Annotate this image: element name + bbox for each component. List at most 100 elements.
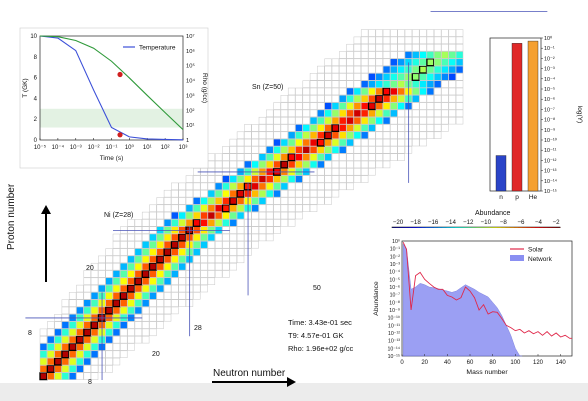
nuclide-cell	[61, 328, 70, 337]
nuclide-cell	[339, 95, 347, 103]
bar-y-tick-label: 10⁻⁴	[544, 77, 556, 83]
nuclide-cell	[273, 131, 281, 139]
colorbar-tick: −18	[410, 219, 421, 226]
nuclide-cell	[156, 284, 164, 293]
nuclide-cell	[236, 138, 245, 147]
nuclide-cell	[193, 197, 201, 205]
nuclide-cell	[382, 116, 391, 125]
nuclide-cell	[193, 262, 201, 271]
nuclide-cell	[214, 197, 223, 205]
nuclide-cell	[163, 204, 172, 212]
nuclide-cell	[200, 182, 208, 191]
nuclide-cell	[426, 109, 435, 118]
neutron-magic-label-20: 20	[152, 351, 160, 358]
nuclide-cell	[251, 241, 259, 249]
nuclide-cell	[83, 277, 91, 285]
nuclide-cell	[419, 95, 427, 103]
mass-x-tick-label: 120	[533, 360, 544, 366]
nuclide-cell	[346, 168, 354, 176]
nuclide-cell	[433, 58, 442, 66]
nuclide-cell	[360, 51, 369, 59]
nuclide-cell	[258, 189, 267, 198]
nuclide-cell	[317, 95, 325, 103]
nuclide-cell	[426, 131, 435, 139]
nuclide-cell	[331, 153, 340, 161]
nuclide-cell	[360, 175, 369, 183]
nuclide-cell	[360, 153, 369, 161]
nuclide-cell	[200, 262, 208, 271]
stable-cell	[375, 94, 384, 103]
nuclide-cell	[412, 124, 420, 132]
nuclide-cell	[287, 204, 296, 212]
nuclide-cell	[426, 29, 435, 37]
mass-y-tick-label: 10⁰	[392, 239, 400, 245]
nuclide-cell	[193, 292, 201, 300]
nuclide-cell	[455, 80, 464, 88]
nuclide-cell	[346, 58, 354, 66]
nuclide-cell	[156, 241, 164, 249]
nuclide-cell	[149, 219, 157, 227]
info-t9: T9: 4.57e-01 GK	[288, 331, 344, 340]
nuclide-cell	[214, 175, 223, 183]
nuclide-cell	[236, 233, 245, 242]
nuclide-cell	[412, 43, 420, 52]
nuclide-cell	[178, 277, 186, 285]
nuclide-cell	[287, 211, 296, 220]
nuclide-cell	[120, 328, 128, 337]
nuclide-cell	[244, 153, 252, 161]
nuclide-cell	[141, 321, 150, 329]
nuclide-cell	[382, 65, 391, 74]
nuclide-cell	[317, 124, 325, 132]
nuclide-cell	[287, 219, 296, 227]
nuclide-cell	[251, 182, 259, 191]
nuclide-cell	[83, 365, 91, 373]
nuclide-cell	[141, 241, 150, 249]
nuclide-cell	[287, 146, 296, 154]
nuclide-cell	[178, 182, 186, 191]
stable-cell	[61, 350, 70, 359]
legend-temperature-label: Temperature	[139, 45, 176, 52]
nuclide-cell	[346, 131, 354, 139]
bar-n	[495, 155, 507, 192]
nuclide-cell	[353, 43, 362, 52]
nuclide-cell	[273, 153, 281, 161]
info-time: Time: 3.43e-01 sec	[288, 318, 352, 327]
nuclide-cell	[346, 95, 354, 103]
nuclide-cell	[419, 43, 427, 52]
nuclide-cell	[193, 255, 201, 264]
nuclide-cell	[302, 124, 310, 132]
nuclide-cell	[426, 95, 435, 103]
nuclide-cell	[346, 43, 354, 52]
nuclide-cell	[397, 58, 405, 66]
nuclide-cell	[404, 43, 413, 52]
nuclide-cell	[193, 284, 201, 293]
nuclide-cell	[171, 204, 179, 212]
nuclide-cell	[127, 241, 135, 249]
nuclide-cell	[214, 248, 223, 256]
nuclide-cell	[309, 197, 318, 205]
nuclide-cell	[382, 109, 391, 118]
nuclide-cell	[200, 284, 208, 293]
stable-cell	[367, 101, 377, 111]
nuclide-cell	[214, 189, 223, 198]
nuclide-cell	[171, 255, 179, 264]
nuclide-cell	[266, 146, 274, 154]
nuclide-cell	[309, 175, 318, 183]
nuclide-cell	[127, 299, 135, 307]
nuclide-cell	[251, 146, 259, 154]
nuclide-cell	[339, 80, 347, 88]
nuclide-cell	[368, 65, 376, 74]
mass-y-tick-label: 10⁻⁵	[389, 277, 400, 283]
nuclide-cell	[149, 306, 157, 315]
bar-y-tick-label: 10⁻¹⁰	[544, 138, 557, 144]
nuclide-cell	[353, 58, 362, 66]
stable-cell	[411, 72, 420, 81]
nuclide-cell	[382, 124, 391, 132]
nuclide-cell	[163, 306, 172, 315]
nuclide-cell	[141, 255, 150, 264]
bar-y-tick-label: 10⁻²	[544, 56, 555, 62]
nuclide-cell	[266, 160, 274, 169]
nuclide-cell	[120, 233, 128, 242]
stable-cell	[90, 320, 99, 330]
nuclide-cell	[193, 189, 201, 198]
